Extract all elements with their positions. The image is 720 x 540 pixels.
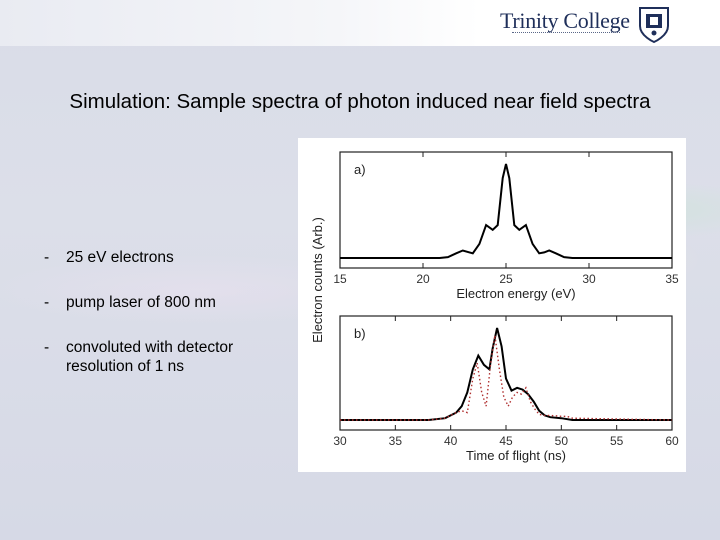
x-tick-label: 40 — [444, 434, 458, 448]
bullet-text: pump laser of 800 nm — [66, 294, 216, 311]
x-tick-label: 30 — [333, 434, 347, 448]
bullet-list: - 25 eV electrons - pump laser of 800 nm… — [44, 248, 294, 402]
x-tick-label: 45 — [499, 434, 513, 448]
panel-label: a) — [354, 162, 366, 177]
x-axis-label: Electron energy (eV) — [456, 286, 575, 301]
bullet-dash: - — [44, 294, 50, 311]
plot-frame — [339, 151, 673, 269]
college-logo-text: Trinity College — [500, 8, 630, 33]
bullet-item: - convoluted with detector resolution of… — [44, 338, 294, 376]
x-tick-label: 35 — [665, 272, 679, 286]
bullet-item: - 25 eV electrons — [44, 248, 294, 267]
x-tick-label: 25 — [499, 272, 513, 286]
spectra-figure: Electron counts (Arb.) 15 20 25 30 35 Electro… — [298, 138, 686, 472]
x-tick-label: 55 — [610, 434, 624, 448]
x-tick-label: 60 — [665, 434, 679, 448]
spectra-chart: Electron counts (Arb.) 15 20 25 30 35 Electro… — [310, 151, 679, 463]
bullet-dash: - — [44, 339, 50, 356]
bullet-item: - pump laser of 800 nm — [44, 293, 294, 312]
x-tick-label: 15 — [333, 272, 347, 286]
series-line — [340, 163, 672, 259]
x-tick-label: 35 — [389, 434, 403, 448]
series-line — [340, 327, 672, 421]
slide-title: Simulation: Sample spectra of photon ind… — [69, 90, 651, 113]
x-tick-label: 50 — [555, 434, 569, 448]
bullet-dash: - — [44, 249, 50, 266]
panel-label: b) — [354, 326, 366, 341]
bullet-text: 25 eV electrons — [66, 249, 174, 266]
header-shade — [0, 0, 480, 46]
x-axis-label: Time of flight (ns) — [466, 448, 566, 463]
y-axis-label: Electron counts (Arb.) — [310, 217, 325, 343]
logo-underline — [512, 32, 620, 36]
bullet-text: convoluted with detector resolution of 1… — [66, 339, 234, 375]
college-crest-icon — [639, 7, 669, 44]
x-tick-label: 20 — [416, 272, 430, 286]
x-tick-label: 30 — [582, 272, 596, 286]
header-band: Trinity College — [0, 0, 720, 46]
